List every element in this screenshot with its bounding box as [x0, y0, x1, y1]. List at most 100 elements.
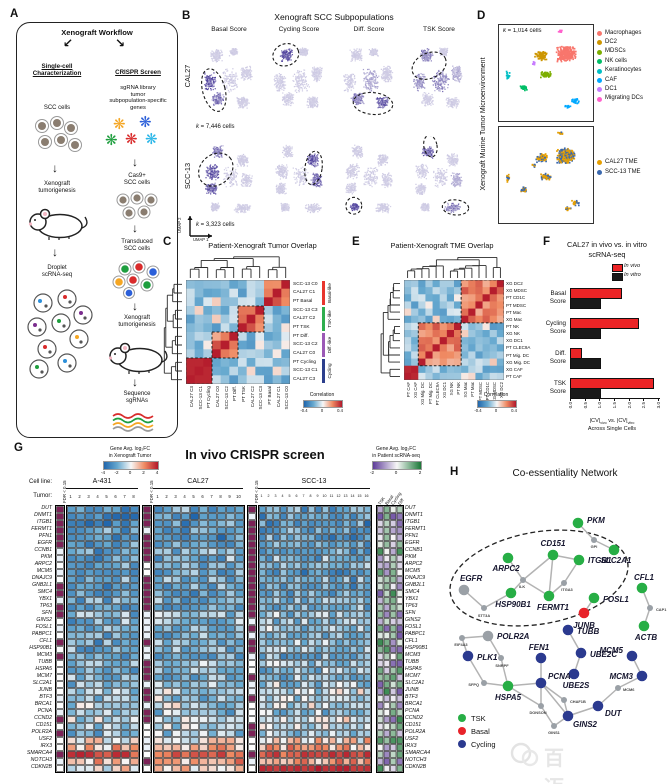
panel-g-title: In vivo CRISPR screen — [185, 447, 325, 462]
panel-label-e: E — [352, 236, 360, 248]
colorbar-right-title1: Gene Avg. log₂FC — [376, 446, 416, 452]
g-gene-label-right: GINS2 — [405, 616, 421, 623]
step-sequence-sgrnas: Sequence sgRNAs — [123, 391, 151, 404]
g-tumor-number: 2 — [78, 494, 81, 499]
f-bar-invitro — [570, 358, 602, 369]
c-heatmap-canvas — [186, 280, 290, 384]
g-heatmap-canvas-CAL27 — [153, 505, 245, 773]
g-cellline-underline — [153, 488, 243, 489]
c-colorbar-tick: 0.4 — [337, 408, 343, 413]
g-gene-label-right: GNB2L1 — [405, 581, 425, 588]
svg-text:JUNB: JUNB — [573, 621, 595, 630]
e-row-label: PT Mac — [506, 309, 522, 315]
f-axis-tick — [628, 398, 630, 401]
legend-dot-icon — [597, 31, 602, 36]
svg-text:SFPQ: SFPQ — [468, 682, 479, 687]
g-gene-label-right: BRCA1 — [405, 700, 423, 707]
svg-text:EIF4A3: EIF4A3 — [454, 642, 468, 647]
f-cat-label: Basal — [550, 290, 566, 297]
c-row-label: CAL27 C1 — [293, 290, 316, 296]
g-cb-right-tick: 2 — [418, 470, 422, 475]
svg-text:GPI: GPI — [591, 544, 598, 549]
e-col-label: PT Mig. DC — [427, 382, 433, 405]
panel-label-f: F — [543, 236, 551, 248]
svg-text:UBE2C: UBE2C — [590, 650, 617, 659]
tumor-label: Tumor: — [33, 493, 52, 499]
svg-text:TSK: TSK — [471, 714, 486, 723]
g-gene-label-right: TUBB — [405, 658, 419, 665]
legend-label: Migrating DCs — [605, 95, 644, 102]
g-cb-left-tick: 4 — [155, 470, 159, 475]
f-tick-label: 0.0 — [568, 402, 573, 409]
branch-title-single-cell: Single-cell Characterization — [32, 63, 82, 77]
c-row-label: SCC-13 C0 — [293, 281, 318, 287]
g-gene-label-right: EGFR — [405, 539, 420, 546]
g-tumor-number: 4 — [183, 494, 186, 499]
f-bar-invivo — [570, 378, 655, 389]
svg-text:STT3A: STT3A — [478, 613, 491, 618]
branch-arrow-left-icon: ↙ — [63, 36, 74, 50]
g-gene-label-right: ITGB1 — [405, 518, 420, 525]
legend-label: Keratinocytes — [605, 67, 642, 74]
umap-row-label: CAL27 — [183, 64, 192, 88]
f-legend-label: In vitro — [624, 272, 641, 278]
g-cellline-header: SCC-13 — [301, 478, 327, 485]
e-colorbar-tick: -0.4 — [474, 408, 482, 413]
svg-text:PCNA: PCNA — [548, 672, 571, 681]
f-axis-tick — [658, 398, 659, 401]
legend-label: DC1 — [605, 85, 618, 92]
g-gene-label-left: NOTCH3 — [30, 756, 52, 763]
panel-label-g: G — [14, 442, 23, 454]
g-gene-label-right: PABPC1 — [405, 630, 426, 637]
svg-text:CD151: CD151 — [541, 539, 566, 548]
legend-label: SCC-13 TME — [605, 168, 641, 175]
f-bar-invitro — [570, 328, 602, 339]
svg-text:ITGA3: ITGA3 — [561, 587, 573, 592]
c-group-label: Diff.-like — [327, 336, 332, 354]
e-row-label: XG CAF — [506, 366, 523, 372]
g-tumor-number: 4 — [96, 494, 99, 499]
watermark-logo-icon — [510, 742, 539, 767]
g-gene-label-right: CCND2 — [405, 714, 423, 721]
c-row-label: SCC-13 C1 — [293, 368, 318, 374]
e-row-label: XG DC2 — [506, 281, 523, 287]
svg-text:MCM3: MCM3 — [609, 672, 633, 681]
mouse-icon — [108, 342, 168, 374]
flow-arrow-icon: ↓ — [52, 245, 58, 259]
e-row-label: PT CLEC9A — [506, 345, 531, 351]
flow-arrow-icon: ↓ — [132, 155, 138, 169]
f-cat-label: Score — [549, 298, 566, 305]
panel-h-title: Co-essentiality Network — [512, 468, 618, 479]
g-tumor-number: 3 — [174, 494, 177, 499]
e-row-label: PT Mig. DC — [506, 352, 530, 358]
g-cb-right-tick: 0 — [394, 470, 398, 475]
legend-dot-icon — [597, 96, 602, 102]
svg-text:SNRPF: SNRPF — [495, 663, 509, 668]
f-bar-invivo — [570, 318, 640, 329]
g-cb-left-tick: 2 — [142, 470, 145, 475]
svg-text:FOSL1: FOSL1 — [603, 595, 629, 604]
d-k-label: k = 1,014 cells — [503, 28, 542, 34]
watermark-text: 百迈客医学 — [544, 748, 567, 784]
e-colorbar-tick: 0.4 — [511, 408, 517, 413]
svg-text:Basal: Basal — [471, 727, 490, 736]
g-gene-label-left: ARPC2 — [34, 560, 52, 567]
g-gene-label-left: IRX3 — [40, 742, 52, 749]
g-cb-left-tick: -4 — [100, 470, 106, 475]
g-tumor-number: 4 — [281, 494, 284, 498]
legend-dot-icon — [597, 87, 602, 93]
g-cellline-header: A-431 — [92, 478, 112, 485]
g-fdr-label: FDR < 0.15 — [254, 480, 259, 503]
flow-arrow-icon: ↓ — [132, 375, 138, 389]
svg-text:CHAF1B: CHAF1B — [570, 699, 586, 704]
f-axis-tick — [570, 398, 571, 401]
umap-col-header: Basal Score — [211, 26, 247, 33]
g-tumor-number: 9 — [316, 494, 319, 498]
g-tumor-number: 7 — [123, 494, 126, 499]
g-gene-label-left: USF2 — [38, 735, 52, 742]
legend-dot-icon — [597, 40, 602, 46]
svg-text:CFL1: CFL1 — [634, 573, 655, 582]
flow-arrow-icon: ↓ — [132, 299, 138, 313]
e-row-label: XG Mig. DC — [506, 359, 531, 365]
g-tumor-number: 11 — [329, 494, 334, 498]
